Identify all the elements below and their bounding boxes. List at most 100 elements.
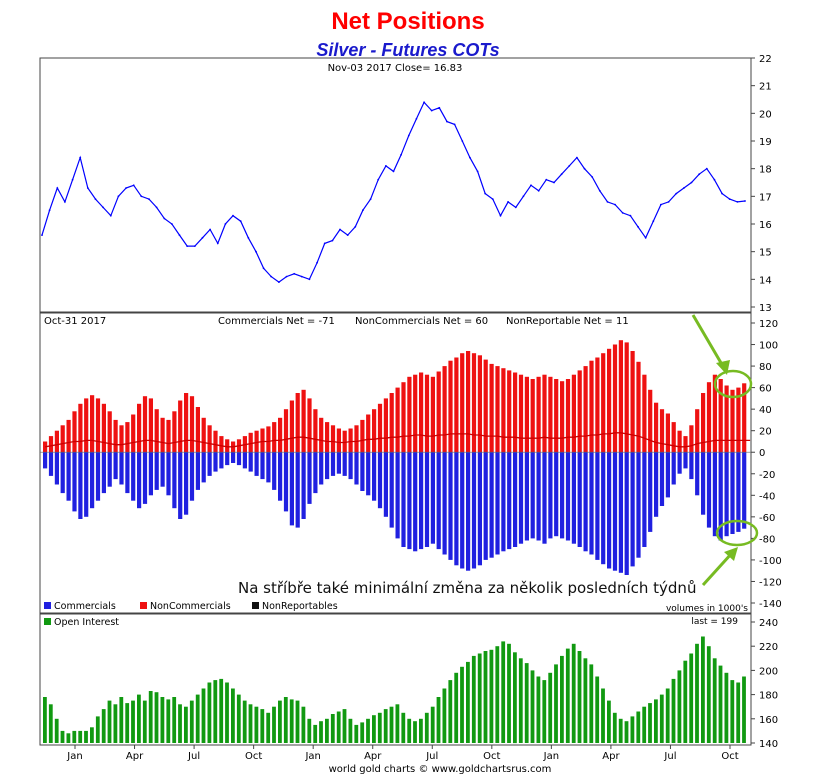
open-interest-bar: [319, 721, 323, 743]
noncommercials-bar: [507, 370, 512, 453]
open-interest-bar: [278, 700, 282, 743]
open-interest-bar: [72, 730, 77, 743]
open-interest-bar: [524, 663, 529, 743]
noncommercials-bar: [301, 389, 306, 453]
noncommercials-bar: [195, 407, 200, 453]
noncommercials-bar: [366, 414, 371, 453]
price-point: [644, 236, 647, 239]
open-interest-bar: [436, 697, 441, 743]
open-interest-bar: [424, 712, 429, 744]
cot-header-noncommercials: NonCommercials Net = 60: [355, 316, 488, 327]
noncommercials-bar: [360, 419, 365, 453]
noncommercials-bar: [618, 340, 623, 453]
price-point: [270, 275, 273, 278]
price-y-tick-label: 16: [759, 220, 772, 231]
commercials-bar: [642, 452, 647, 547]
noncommercials-bar: [213, 430, 218, 453]
commercials-bar: [730, 452, 735, 534]
open-interest-bar: [618, 718, 623, 743]
commercials-bar: [154, 452, 159, 490]
price-point: [530, 184, 532, 187]
noncommercials-bar: [84, 398, 89, 453]
open-interest-bar: [395, 704, 400, 743]
noncommercials-bar: [518, 374, 524, 453]
open-interest-bar: [330, 714, 335, 743]
price-point: [553, 181, 555, 184]
commercials-bar: [137, 452, 142, 509]
price-point: [148, 198, 150, 201]
commercials-bar: [207, 452, 212, 476]
open-interest-bar: [471, 655, 476, 743]
commercials-bar: [448, 452, 453, 560]
price-point: [660, 203, 662, 206]
commercials-bar: [107, 452, 112, 487]
open-interest-bar: [60, 730, 65, 743]
price-y-tick-label: 18: [759, 165, 772, 176]
commercials-bar: [530, 452, 535, 539]
price-point: [346, 234, 349, 237]
noncommercials-bar: [266, 426, 271, 453]
open-interest-bar: [583, 658, 588, 743]
commercials-bar: [671, 452, 676, 485]
annotation-ellipse-upper: [713, 369, 753, 399]
x-tick-label: Jan: [66, 751, 82, 762]
commercials-bar: [66, 452, 71, 501]
noncommercials-bar: [560, 381, 565, 453]
commercials-bar: [466, 452, 471, 571]
noncommercials-bar: [260, 428, 265, 453]
noncommercials-bar: [601, 353, 606, 453]
chart-title: Net Positions: [331, 8, 485, 35]
open-interest-bar: [95, 716, 100, 743]
price-point: [698, 173, 701, 176]
footer-credit: world gold charts © www.goldchartsrus.co…: [329, 764, 552, 775]
open-interest-bar: [483, 651, 488, 743]
price-point: [491, 198, 494, 201]
price-point: [186, 245, 189, 248]
open-interest-bar: [642, 706, 647, 743]
noncommercials-bar: [395, 387, 400, 453]
commercials-bar: [372, 452, 377, 501]
noncommercials-bar: [184, 393, 189, 453]
price-point: [705, 167, 708, 170]
noncommercials-bar: [513, 372, 518, 453]
noncommercials-bar: [695, 409, 700, 453]
open-interest-bar: [630, 716, 635, 743]
open-interest-bar: [442, 688, 447, 743]
price-point: [239, 220, 242, 223]
noncommercials-bar: [659, 409, 665, 453]
price-point: [71, 178, 74, 181]
noncommercials-bar: [607, 348, 612, 453]
price-point: [507, 201, 509, 203]
legend-label-nonreportables: NonReportables: [262, 601, 338, 612]
commercials-bar: [336, 452, 341, 474]
noncommercials-bar: [401, 382, 406, 453]
legend-swatch-nonreportables: [252, 602, 259, 609]
noncommercials-bar: [565, 379, 571, 453]
noncommercials-bar: [66, 419, 71, 453]
commercials-bar: [501, 452, 506, 552]
open-interest-bar: [207, 682, 212, 743]
commercials-bar: [401, 452, 406, 547]
open-interest-bar: [325, 718, 329, 743]
open-interest-bar: [225, 682, 229, 743]
open-interest-bar: [518, 658, 523, 743]
open-interest-bar: [289, 699, 294, 743]
price-point: [545, 178, 548, 181]
commercials-bar: [236, 452, 242, 466]
noncommercials-bar: [460, 353, 465, 453]
commercials-bar: [636, 452, 641, 558]
noncommercials-bar: [148, 398, 153, 453]
price-line-series: [41, 101, 746, 283]
price-point: [407, 134, 410, 137]
price-point: [247, 236, 250, 239]
commercials-bar: [84, 452, 89, 517]
open-interest-bar: [266, 712, 271, 744]
open-interest-bar: [54, 718, 59, 743]
price-point: [446, 120, 448, 123]
commercials-bar: [225, 452, 230, 466]
price-point: [79, 156, 82, 159]
x-tick-label: Jan: [543, 751, 559, 762]
open-interest-bar: [142, 700, 147, 743]
noncommercials-bar: [178, 400, 183, 453]
commercials-bar: [436, 452, 441, 550]
